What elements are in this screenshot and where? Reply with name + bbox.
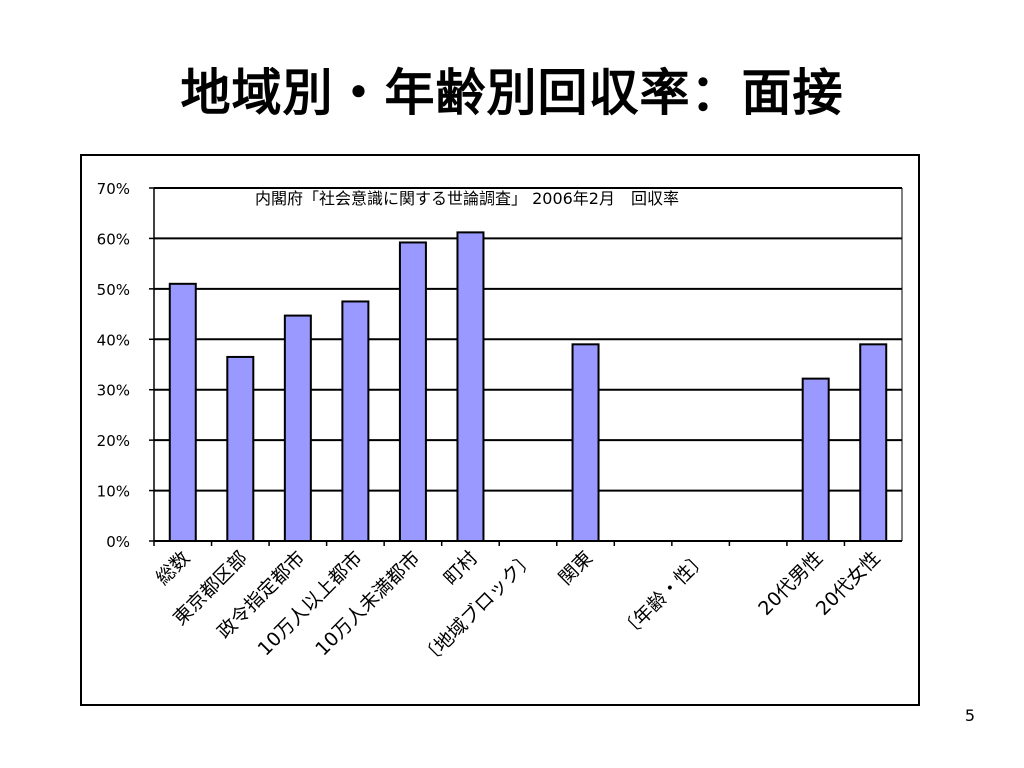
y-tick-label-5: 50% [97,281,130,299]
bar-11 [801,377,830,542]
chart-frame: 0% 10% 20% 30% 40% 50% 60% 70% 総数 東京都区部 政令指定都市 10万… [80,154,920,706]
y-tick-label-7: 70% [97,180,130,198]
x-tick-label-7: 関東 [555,547,597,589]
axes [149,187,903,546]
bar-1 [226,355,255,542]
bar-2 [283,314,312,542]
x-tick-label-12: 20代女性 [812,547,885,620]
bar-7 [571,343,600,542]
bar-series [168,231,888,543]
y-tick-label-0: 0% [106,533,130,551]
bar-3 [341,300,370,542]
y-tick-label-2: 20% [97,432,130,450]
page-number: 5 [964,706,975,725]
x-tick-label-5: 町村 [440,547,482,589]
bar-12 [859,343,888,542]
x-tick-label-9: 〔年齢・性〕 [616,547,712,643]
y-tick-label-6: 60% [97,230,130,248]
y-tick-labels: 0% 10% 20% 30% 40% 50% 60% 70% [97,180,130,551]
x-tick-label-0: 総数 [152,547,194,589]
y-tick-label-3: 30% [97,382,130,400]
x-tick-label-3: 10万人以上都市 [254,547,367,660]
bar-5 [456,231,485,543]
x-tick-label-4: 10万人未満都市 [311,547,424,660]
bar-0 [168,282,197,542]
grid-lines [154,187,902,492]
slide-title: 地域別・年齢別回収率：面接 [180,64,844,122]
chart-title: 内閣府「社会意識に関する世論調査」 2006年2月 回収率 [255,189,679,208]
bar-chart: 0% 10% 20% 30% 40% 50% 60% 70% 総数東京都区部政令指定都市10万… [97,180,903,670]
bar-4 [398,241,427,542]
y-tick-label-1: 10% [97,483,130,501]
y-tick-label-4: 40% [97,331,130,349]
